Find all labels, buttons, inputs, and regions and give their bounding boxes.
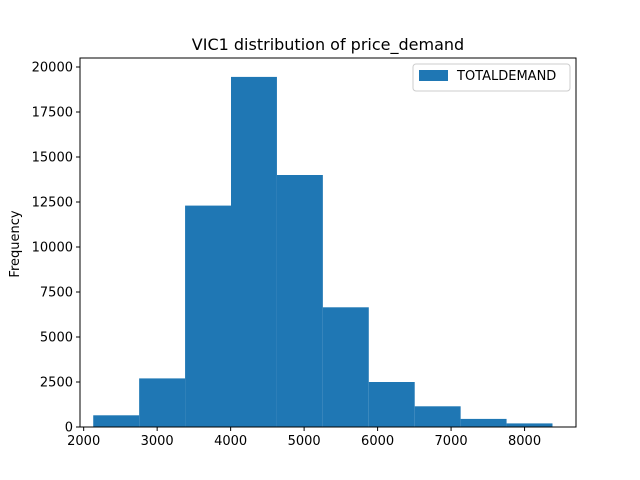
x-tick-label: 2000 [67,434,100,449]
bars-group [93,76,553,428]
x-tick-label: 3000 [141,434,174,449]
y-tick-label: 17500 [32,106,73,121]
x-tick-label: 5000 [288,434,321,449]
chart-title: VIC1 distribution of price_demand [192,35,464,55]
legend: TOTALDEMAND [412,63,571,92]
y-axis-label: Frequency [8,210,23,277]
x-tick-label: 8000 [508,434,541,449]
y-tick-label: 20000 [32,61,73,76]
histogram-bar [460,418,507,427]
y-tick-label: 10000 [32,241,73,256]
legend-label: TOTALDEMAND [456,69,556,84]
histogram-bar [368,382,415,427]
y-tick-label: 5000 [40,331,73,346]
y-tick-label: 12500 [32,196,73,211]
histogram-bar [231,76,277,428]
legend-swatch [419,70,448,81]
x-axis: 2000 3000 4000 5000 6000 7000 8000 [67,427,541,449]
plot-frame [79,57,577,428]
histogram-bar [506,423,553,427]
histogram-bar [139,378,186,427]
histogram-bar [276,175,323,427]
y-tick-label: 0 [65,421,73,436]
y-tick-label: 7500 [40,286,73,301]
x-tick-label: 7000 [435,434,468,449]
x-tick-label: 4000 [214,434,247,449]
y-tick-label: 15000 [32,151,73,166]
y-axis: 0 2500 5000 7500 10000 12500 15000 17500 20000 [32,61,80,436]
histogram-bar [185,205,232,427]
histogram-bar [414,406,461,427]
x-tick-label: 6000 [361,434,394,449]
histogram-bar [93,415,140,427]
legend-frame [412,63,571,92]
y-tick-label: 2500 [40,376,73,391]
histogram-bar [322,307,369,427]
